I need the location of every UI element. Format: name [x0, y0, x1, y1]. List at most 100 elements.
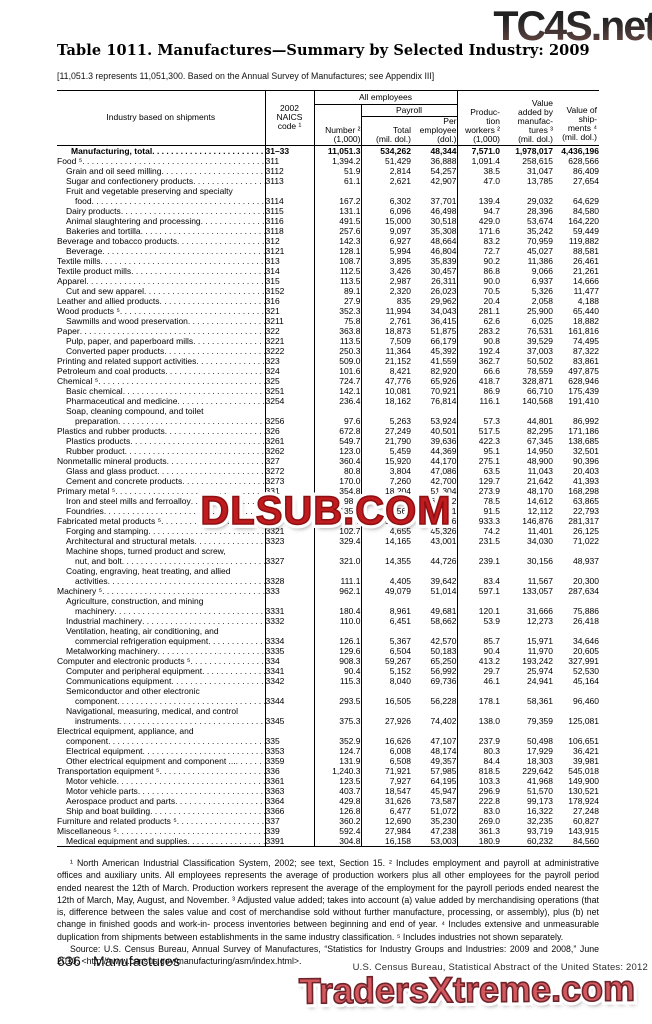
value-cell: 16,505: [385, 695, 411, 706]
value-cell: 6,451: [389, 615, 411, 626]
value-cell: 29,032: [527, 195, 554, 206]
value-cell: 16,322: [527, 805, 554, 816]
naics-code-cell: 31–33: [265, 145, 315, 156]
value-cell: 87,322: [573, 345, 600, 356]
value-cell: 37,701: [411, 185, 458, 206]
value-cell: 49,357: [411, 755, 458, 766]
value-cell: 628,946: [568, 375, 600, 386]
value-cell: 11,051.3: [314, 145, 362, 156]
industry-cell: Pulp, paper, and paperboard mills: [57, 335, 266, 346]
row-label: Textile product mills: [57, 265, 132, 276]
value-cell: 269.0: [478, 815, 501, 826]
value-cell: 71,921: [385, 765, 411, 776]
row-label: Ship and boat building: [66, 805, 151, 816]
value-cell: 48,937: [573, 555, 600, 566]
value-cell: 5,459: [389, 445, 411, 456]
value-cell: 44,801: [527, 415, 554, 426]
dot-leader: [144, 286, 265, 296]
value-cell: 31,626: [385, 795, 411, 806]
value-cell: 123.0: [314, 445, 362, 456]
value-cell: 89.1: [314, 285, 362, 296]
value-cell: 6,096: [389, 205, 411, 216]
table-row: Machine shops, turned product and screw,…: [57, 545, 600, 566]
industry-cell: Rubber product: [57, 445, 266, 456]
value-cell: 545,018: [568, 765, 600, 776]
row-label: Ventilation, heating, air conditioning, …: [66, 625, 219, 636]
value-cell: 138,685: [568, 435, 600, 446]
value-cell: 53,003: [411, 835, 458, 847]
value-cell: 908.3: [314, 655, 362, 666]
value-cell: 84,580: [573, 205, 600, 216]
row-label: Electrical equipment, appliance, and: [57, 725, 194, 736]
value-cell: 44,726: [411, 545, 458, 566]
naics-code-cell: 316: [265, 295, 315, 306]
naics-code-cell: 334: [265, 655, 315, 666]
value-cell: 191,410: [568, 395, 600, 406]
value-cell: 90.4: [314, 665, 362, 676]
value-cell: 67,345: [527, 435, 554, 446]
row-label: Nonmetallic mineral products: [57, 455, 167, 466]
value-cell: 57,985: [411, 765, 458, 776]
value-cell: 41,041: [411, 505, 458, 516]
industry-cell: Sugar and confectionery products: [57, 175, 266, 186]
industry-cell: Chemical ⁵: [57, 375, 266, 386]
value-cell: 178,924: [568, 795, 600, 806]
value-cell: 5,326: [531, 285, 554, 296]
value-cell: 15,000: [385, 215, 411, 226]
value-cell: 16,158: [385, 835, 411, 846]
value-cell: 18,882: [573, 315, 600, 326]
value-cell: 143,915: [568, 825, 600, 836]
dot-leader: [188, 316, 265, 326]
value-cell: 49,079: [385, 585, 411, 596]
value-cell: 74.2: [483, 525, 501, 536]
value-cell: 418.7: [478, 375, 501, 386]
value-cell: 4,655: [389, 525, 411, 536]
industry-cell: Sawmills and wood preservation: [57, 315, 266, 326]
value-cell: 70.5: [483, 285, 501, 296]
value-cell: 126.1: [314, 625, 362, 646]
dot-leader: [148, 526, 264, 536]
dot-leader: [158, 646, 265, 656]
value-cell: 835: [396, 295, 411, 306]
industry-cell: Furniture and related products ⁵: [57, 815, 266, 826]
value-cell: 90.4: [483, 645, 501, 656]
row-label: Fruit and vegetable preserving and speci…: [66, 185, 233, 196]
dot-leader: [108, 736, 264, 746]
value-cell: 15,920: [385, 455, 411, 466]
col-header-shipments: Value of ship- ments ⁴ (mil. dol.): [562, 104, 598, 143]
dot-leader: [157, 466, 264, 476]
value-cell: 9,066: [531, 265, 554, 276]
row-label: Apparel: [57, 275, 87, 286]
value-cell: 42,570: [411, 625, 458, 646]
value-cell: 304.8: [314, 835, 362, 847]
industry-cell: Pharmaceutical and medicine: [57, 395, 266, 406]
value-cell: 83,861: [573, 355, 600, 366]
table-row: Architectural and structural metals33233…: [57, 535, 599, 546]
value-cell: 50,183: [411, 645, 458, 656]
value-cell: 167.2: [314, 185, 362, 206]
naics-code-cell: 3256: [265, 405, 315, 426]
value-cell: 41,393: [573, 475, 600, 486]
industry-cell: Motor vehicle: [57, 775, 266, 786]
naics-code-cell: 3262: [265, 445, 315, 456]
value-cell: 27,926: [385, 715, 411, 726]
value-cell: 933.3: [478, 515, 501, 526]
value-cell: 328,871: [522, 375, 554, 386]
value-cell: 413.2: [478, 655, 501, 666]
row-label: Pharmaceutical and medicine: [66, 395, 178, 406]
value-cell: 818.5: [478, 765, 501, 776]
value-cell: 497,875: [568, 365, 600, 376]
value-cell: 99,173: [527, 795, 554, 806]
industry-cell: Semiconductor and other electronic compon…: [57, 685, 266, 706]
naics-code-cell: 3364: [265, 795, 315, 806]
